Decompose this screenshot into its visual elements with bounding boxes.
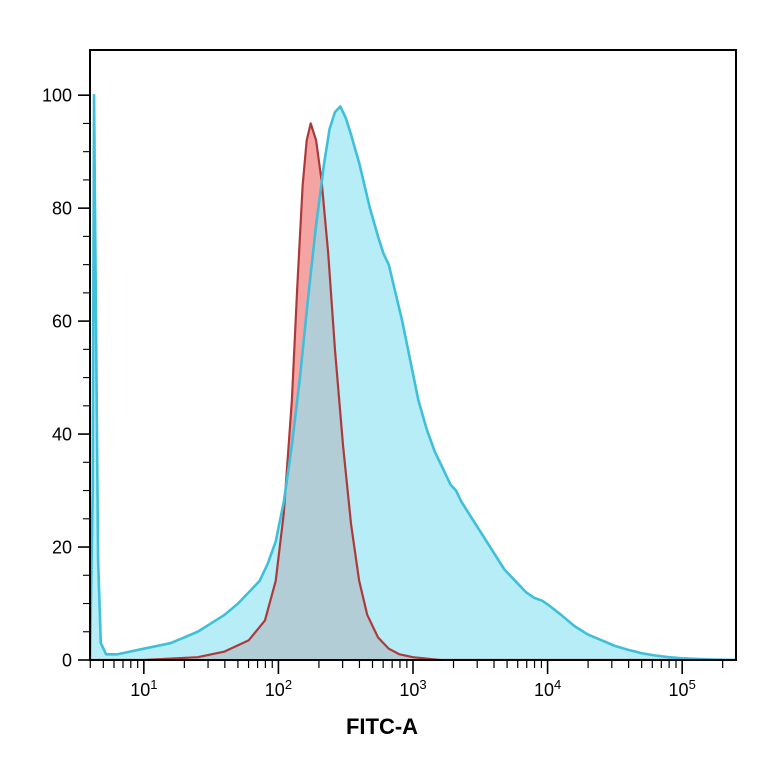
x-tick-label: 102: [265, 677, 292, 701]
x-tick-label: 104: [534, 677, 561, 701]
x-tick-label: 103: [399, 677, 426, 701]
x-tick-label: 105: [669, 677, 696, 701]
y-tick-label: 20: [52, 537, 72, 557]
y-tick-label: 40: [52, 424, 72, 444]
plot-svg: 101 102 103 104 105 0 20 40 60 80 100: [0, 0, 764, 764]
x-tick-label: 101: [130, 677, 157, 701]
flow-cytometry-chart: Normalized To Mode FITC-A 10110210310410…: [0, 0, 764, 764]
y-tick-label: 100: [42, 85, 72, 105]
y-tick-label: 0: [62, 650, 72, 670]
y-tick-label: 60: [52, 311, 72, 331]
y-tick-label: 80: [52, 198, 72, 218]
